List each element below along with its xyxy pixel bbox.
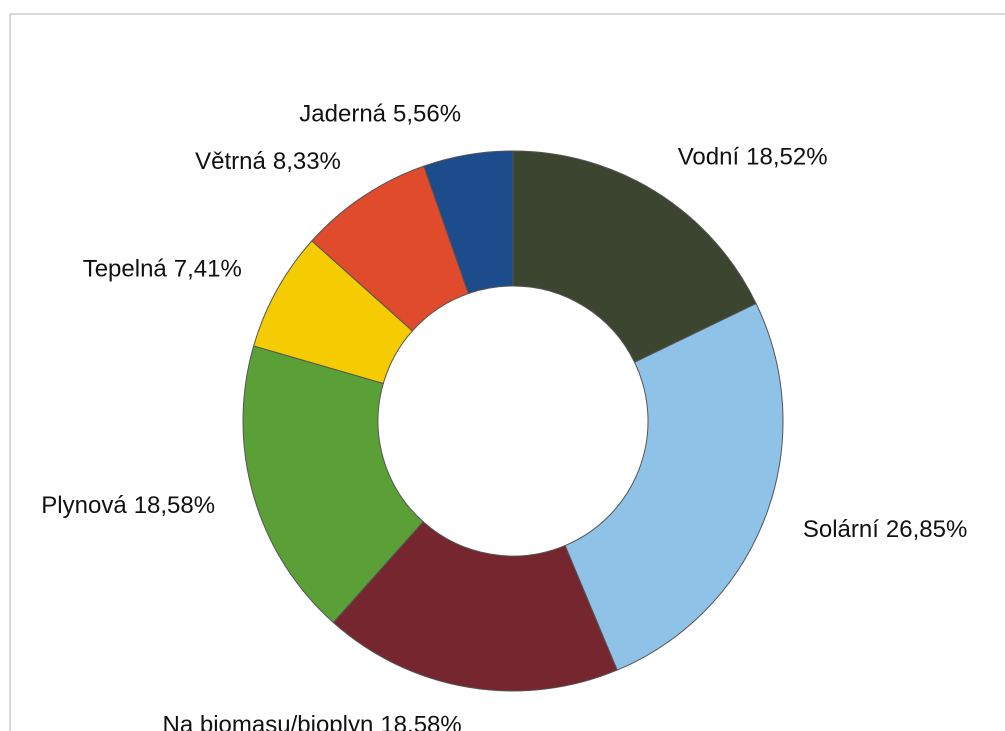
slice-label: Plynová 18,58%	[41, 492, 215, 519]
slice-label: Vodní 18,52%	[678, 144, 828, 171]
category-label: Tepelná	[83, 256, 168, 283]
slice-label: Jaderná 5,56%	[299, 101, 461, 128]
value-label: 18,52%	[746, 144, 827, 171]
slice-label: Na biomasu/bioplyn 18,58%	[163, 712, 462, 731]
category-label: Vodní	[678, 144, 740, 171]
value-label: 7,41%	[174, 256, 242, 283]
value-label: 18,58%	[134, 492, 215, 519]
donut-slice	[332, 521, 618, 692]
value-label: 8,33%	[273, 148, 341, 175]
value-label: 5,56%	[393, 101, 461, 128]
slice-label: Větrná 8,33%	[195, 148, 341, 175]
donut-slice	[512, 150, 757, 363]
value-label: 26,85%	[886, 516, 967, 543]
category-label: Jaderná	[299, 101, 386, 128]
slice-label: Solární 26,85%	[803, 516, 967, 543]
value-label: 18,58%	[380, 712, 461, 731]
category-label: Plynová	[41, 492, 127, 519]
category-label: Na biomasu/bioplyn	[163, 712, 374, 731]
category-label: Solární	[803, 516, 879, 543]
donut-slice	[423, 150, 514, 295]
slice-label: Tepelná 7,41%	[83, 256, 242, 283]
category-label: Větrná	[195, 148, 266, 175]
donut-slice	[564, 302, 784, 671]
donut-slice	[242, 345, 424, 624]
